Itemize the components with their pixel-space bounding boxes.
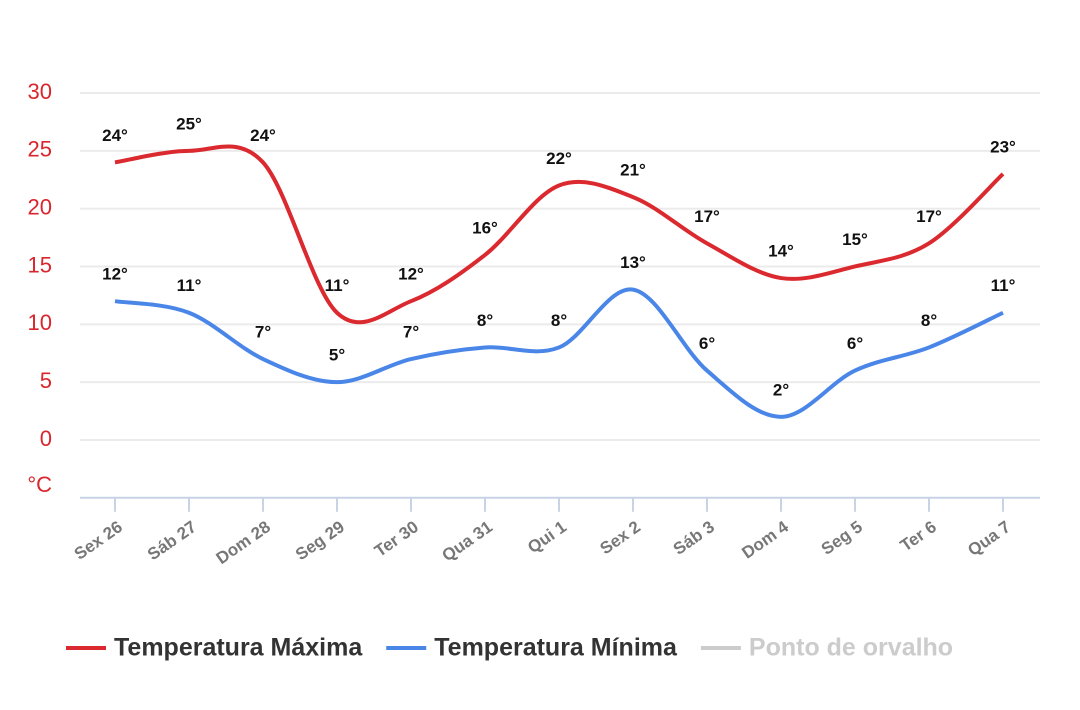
data-label: 2°: [773, 380, 789, 399]
x-tick-label: Sex 2: [597, 517, 644, 558]
data-label: 23°: [990, 137, 1016, 156]
legend-label: Temperatura Mínima: [434, 634, 678, 662]
x-tick-label: Dom 4: [738, 517, 792, 563]
y-axis-label: °C: [27, 472, 52, 497]
data-label: 6°: [847, 334, 863, 353]
x-tick-label: Dom 28: [213, 517, 274, 568]
x-tick-label: Sáb 27: [144, 517, 200, 564]
y-tick-label: 10: [28, 310, 52, 335]
series-line: [114, 144, 1005, 325]
data-label: 5°: [329, 346, 345, 365]
data-label: 11°: [325, 276, 350, 295]
data-label: 12°: [102, 265, 128, 284]
y-tick-label: 25: [28, 137, 52, 162]
legend-label: Temperatura Máxima: [114, 634, 363, 662]
data-label: 24°: [102, 126, 128, 145]
y-tick-label: 0: [40, 426, 52, 451]
y-tick-label: 15: [28, 252, 52, 277]
data-label: 16°: [472, 218, 498, 237]
data-label: 8°: [477, 311, 493, 330]
data-label: 8°: [551, 311, 567, 330]
data-label: 8°: [921, 311, 937, 330]
data-label: 7°: [255, 322, 271, 341]
data-label: 24°: [250, 126, 276, 145]
series-line: [114, 287, 1004, 419]
data-label: 7°: [403, 322, 419, 341]
x-tick-label: Qua 7: [964, 517, 1014, 560]
data-label: 15°: [842, 230, 868, 249]
x-tick-label: Qua 31: [439, 517, 496, 565]
x-tick-label: Ter 6: [897, 517, 940, 555]
y-tick-label: 5: [40, 368, 52, 393]
data-label: 14°: [768, 242, 794, 261]
data-label: 25°: [176, 114, 202, 133]
data-label: 12°: [398, 265, 424, 284]
x-tick-label: Sex 26: [71, 517, 126, 563]
x-tick-label: Ter 30: [371, 517, 422, 561]
data-label: 13°: [620, 253, 646, 272]
data-label: 6°: [699, 334, 715, 353]
data-label: 11°: [177, 276, 202, 295]
x-tick-label: Seg 5: [818, 517, 866, 559]
data-label: 22°: [546, 149, 572, 168]
data-label: 17°: [694, 207, 720, 226]
x-tick-label: Sáb 3: [670, 517, 718, 559]
y-tick-label: 20: [28, 194, 52, 219]
data-label: 17°: [916, 207, 942, 226]
data-label: 21°: [620, 161, 646, 180]
x-tick-label: Seg 29: [292, 517, 348, 564]
legend-label: Ponto de orvalho: [749, 634, 953, 662]
data-label: 11°: [991, 276, 1016, 295]
y-tick-label: 30: [28, 79, 52, 104]
x-tick-label: Qui 1: [524, 517, 570, 557]
